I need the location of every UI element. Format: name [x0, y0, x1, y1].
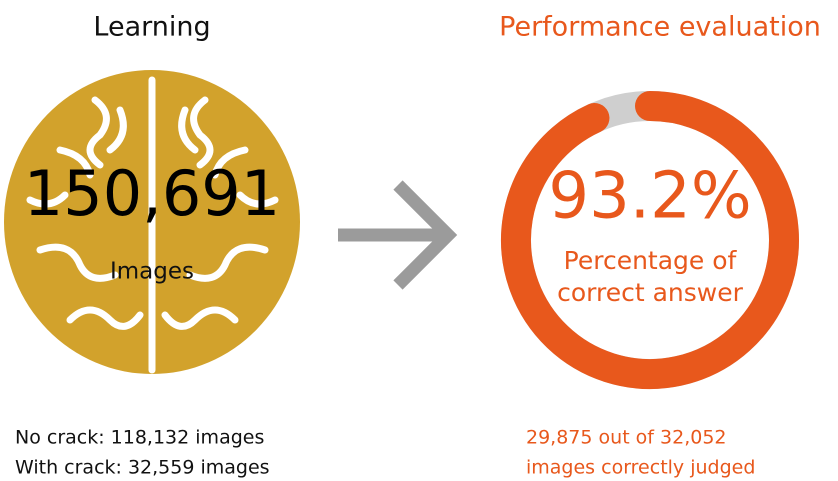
- image-unit: Images: [110, 259, 194, 285]
- evaluation-title: Performance evaluation: [499, 12, 821, 43]
- breakdown-line: With crack: 32,559 images: [15, 457, 270, 479]
- caption-line: Percentage of: [564, 246, 738, 275]
- infographic: Learning 150,691 Images No crack: 118,13…: [0, 0, 838, 481]
- image-count: 150,691: [24, 157, 280, 230]
- donut-arc: [516, 106, 784, 374]
- detail-line: 29,875 out of 32,052: [526, 427, 727, 449]
- percent-label: 93.2%: [548, 160, 751, 234]
- learning-title: Learning: [93, 12, 210, 43]
- caption-line: correct answer: [557, 278, 744, 307]
- detail-line: images correctly judged: [526, 457, 755, 479]
- arrow-icon: [338, 185, 448, 285]
- breakdown-line: No crack: 118,132 images: [15, 427, 264, 449]
